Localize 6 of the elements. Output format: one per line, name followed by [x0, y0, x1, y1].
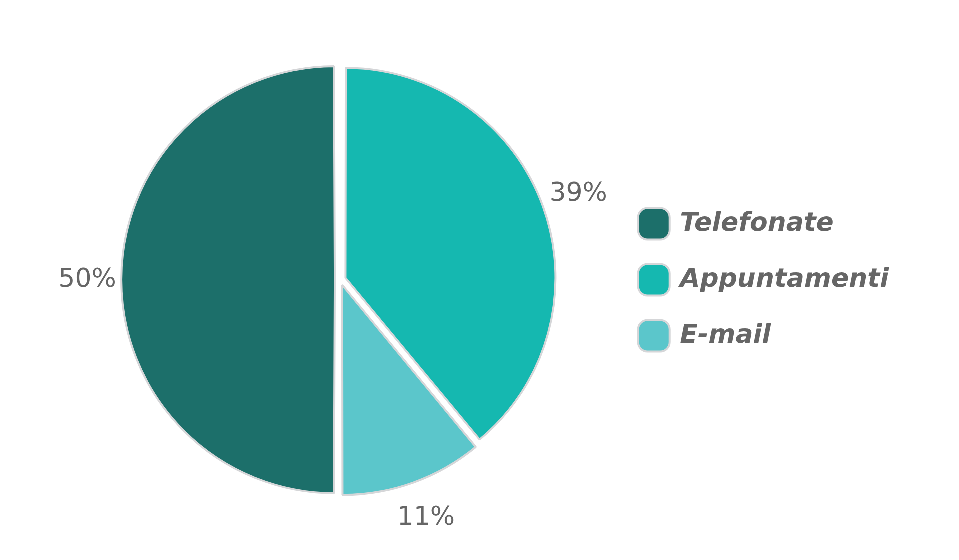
legend-label: Telefonate: [680, 208, 834, 238]
legend-label: Appuntamenti: [678, 264, 890, 294]
data-label: 39%: [550, 178, 608, 208]
legend-label: E-mail: [680, 320, 772, 350]
data-label: 11%: [397, 502, 456, 532]
data-label: 50%: [58, 264, 116, 294]
